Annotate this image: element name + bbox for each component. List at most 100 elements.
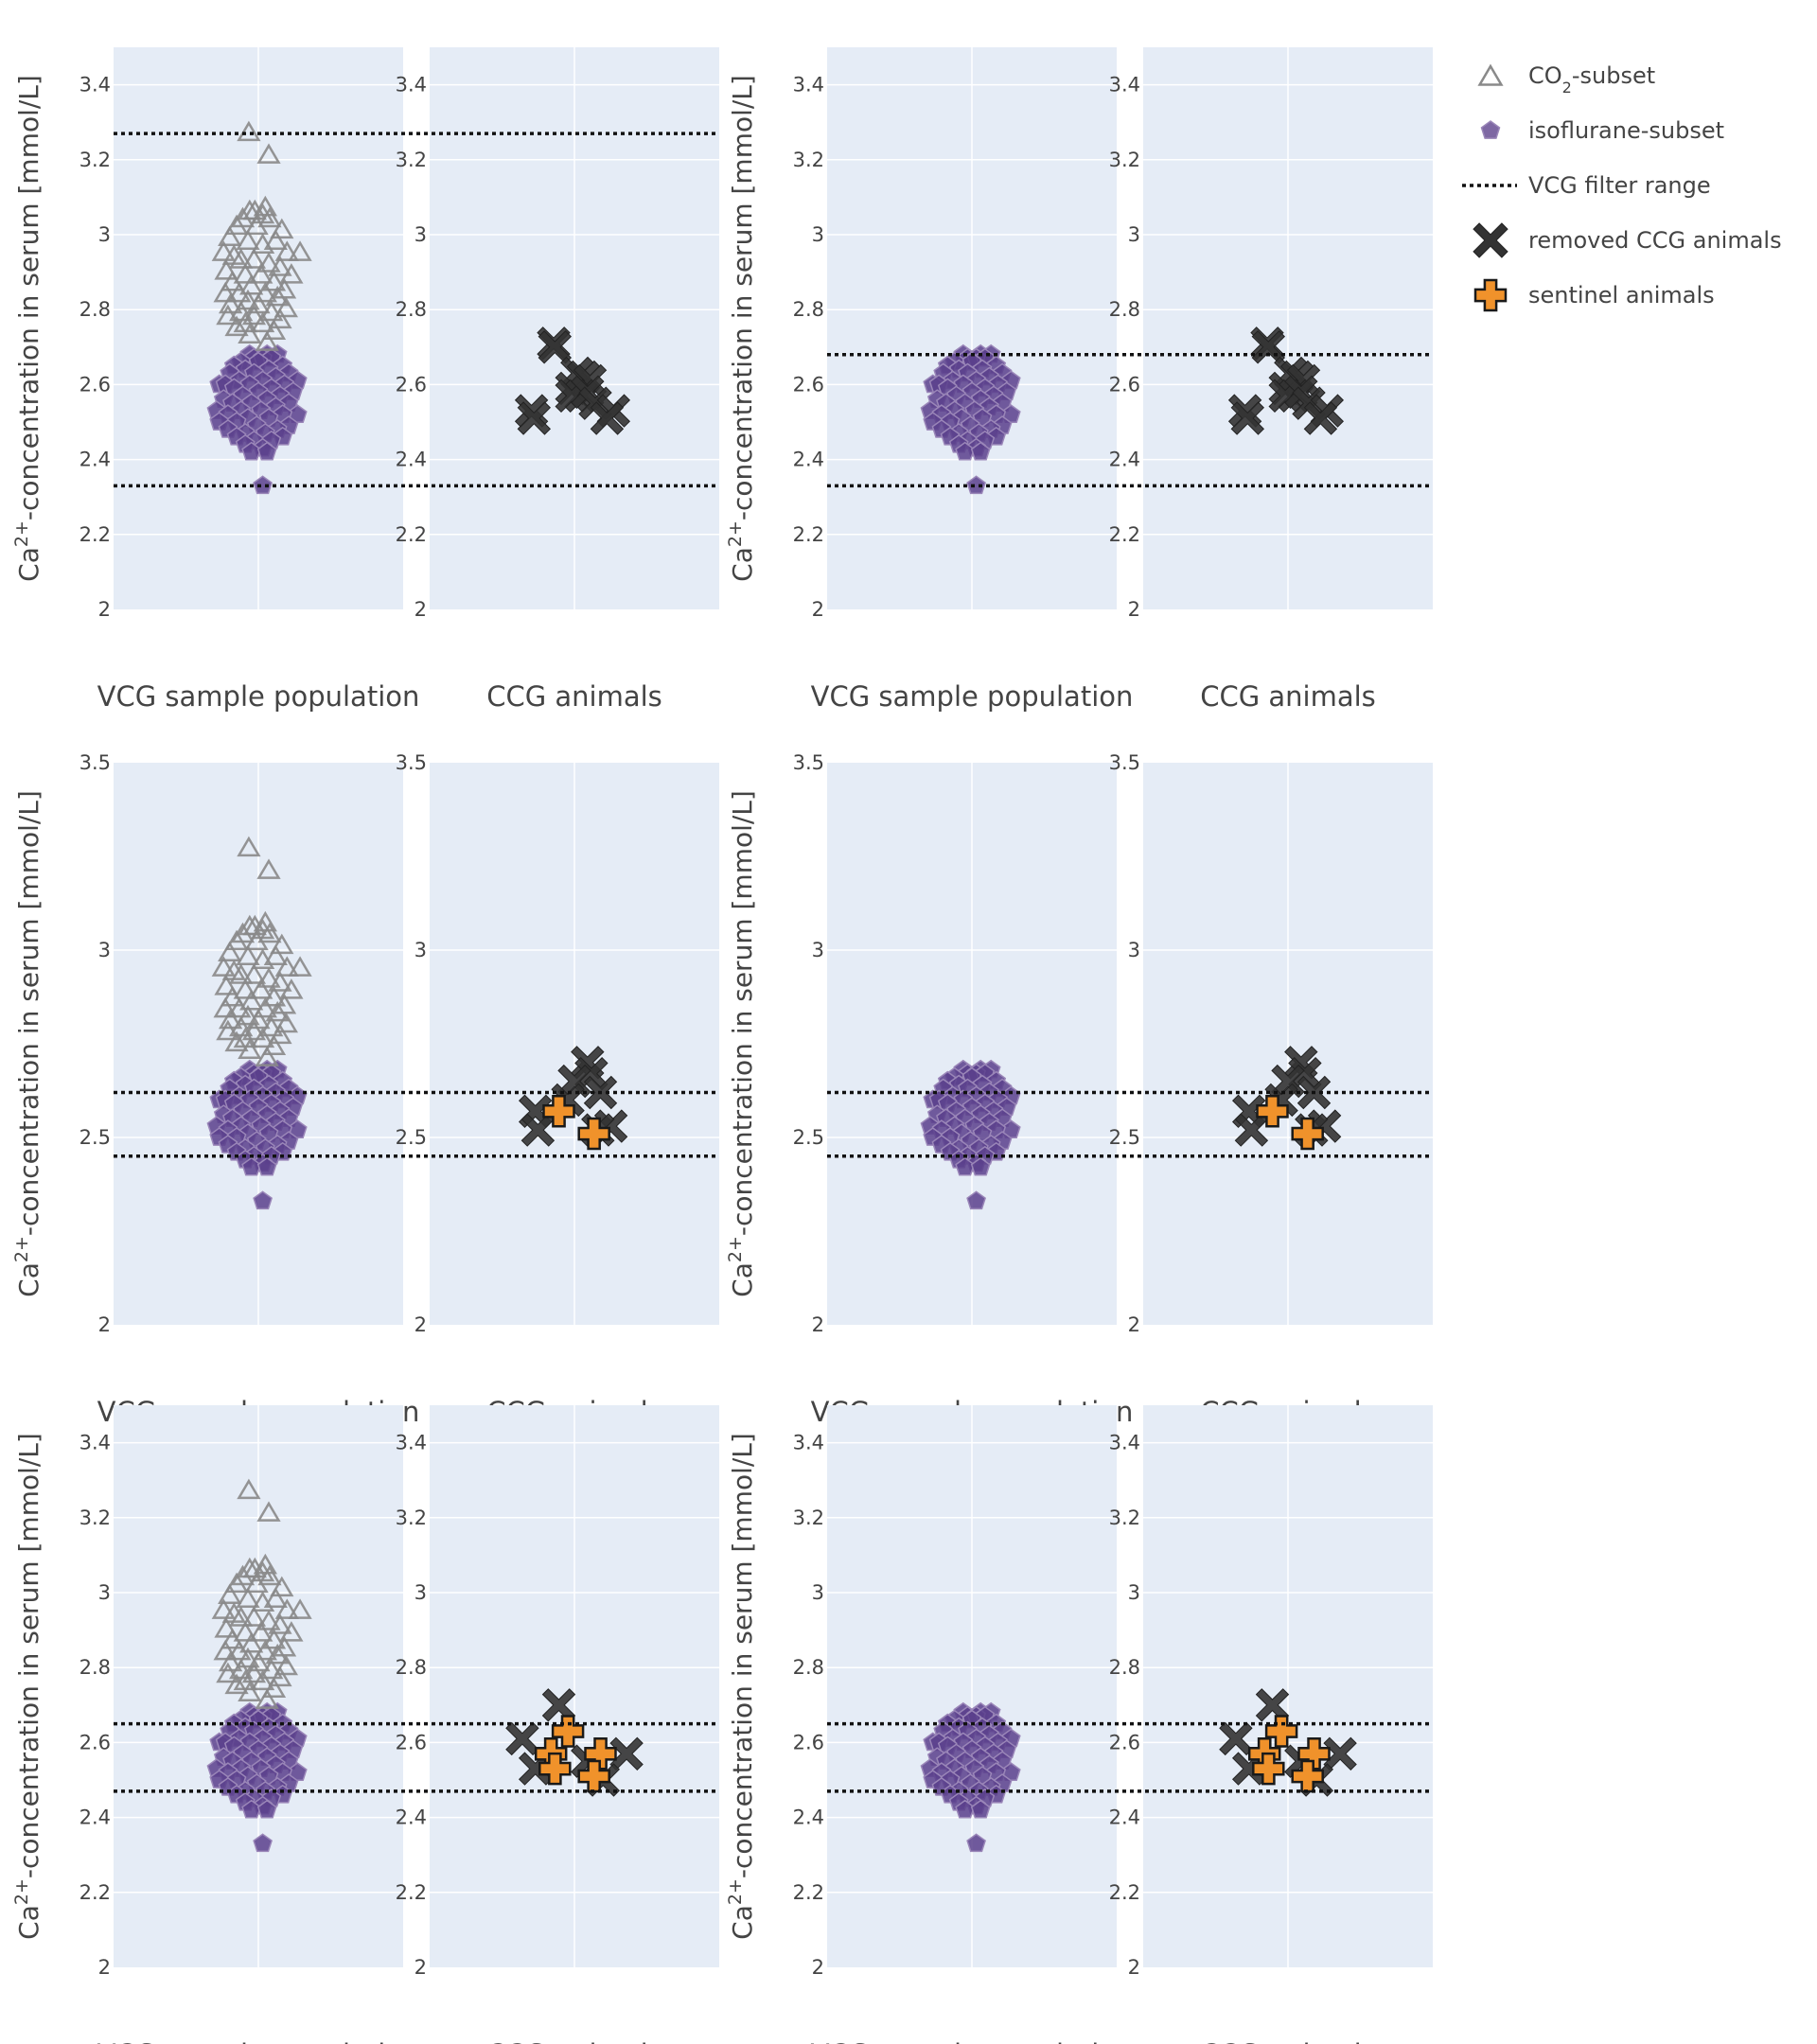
- co2-point: [227, 281, 252, 303]
- co2-point: [268, 1023, 292, 1045]
- y-tick-label: 2: [98, 1956, 111, 1979]
- co2-point: [237, 1478, 261, 1500]
- co2-point: [259, 1015, 284, 1037]
- isoflurane-point: [256, 441, 277, 461]
- y-tick-label: 2: [812, 598, 824, 621]
- y-tick-label: 2.4: [79, 449, 111, 471]
- ccg-subplot: 2 2.2 2.4 2.6 2.8 3 3.2 3.4 CCG animals: [1109, 47, 1433, 713]
- x-category-label: CCG animals: [1200, 2038, 1376, 2044]
- isoflurane-point: [970, 441, 991, 461]
- co2-point: [238, 1038, 262, 1059]
- y-tick-label: 3.4: [793, 74, 824, 97]
- co2-point: [272, 1635, 297, 1657]
- isoflurane-point: [253, 475, 273, 495]
- isoflurane-point: [966, 475, 986, 495]
- co2-point: [250, 233, 275, 254]
- y-tick-label: 3: [1128, 223, 1140, 246]
- y-tick-label: 2.6: [396, 373, 427, 396]
- y-tick-label: 3.2: [396, 149, 427, 171]
- sentinel-point: [1297, 1737, 1331, 1771]
- co2-point: [263, 944, 288, 965]
- co2-point: [265, 285, 290, 307]
- isoflurane-point: [966, 1190, 986, 1210]
- co2-point: [244, 929, 269, 951]
- legend-item-range: VCG filter range: [1462, 172, 1711, 199]
- y-tick-label: 2.6: [793, 373, 824, 396]
- legend-item-sentinel: sentinel animals: [1473, 278, 1715, 312]
- vcg-subplot: 22.533.5VCG sample population: [79, 751, 420, 1428]
- y-tick-label: 3: [812, 223, 824, 246]
- co2-point: [259, 300, 284, 322]
- triangle-icon: [1477, 63, 1504, 86]
- removed-ccg-point: [520, 1113, 556, 1147]
- y-axis-title: Ca2+-concentration in serum [mmol/L]: [11, 790, 44, 1297]
- y-tick-label: 2: [812, 1313, 824, 1336]
- y-tick-label: 3.2: [1109, 1507, 1140, 1529]
- co2-point: [257, 206, 282, 228]
- co2-point: [241, 248, 267, 269]
- sentinel-point: [538, 1752, 572, 1786]
- removed-ccg-point: [1303, 401, 1338, 435]
- subplot-grid: 2 2.2 2.4 2.6 2.8 3 3.2 3.4 VCG sample populatio…: [11, 47, 1433, 2044]
- y-tick-label: 2.4: [793, 1806, 824, 1829]
- cross-icon: [1473, 278, 1508, 312]
- co2-point: [229, 963, 254, 984]
- co2-point: [273, 1654, 299, 1676]
- removed-ccg-point: [541, 1688, 576, 1722]
- y-axis-title: Ca2+-concentration in serum [mmol/L]: [725, 1433, 758, 1940]
- y-tick-label: 2.4: [396, 449, 427, 471]
- co2-point: [233, 978, 257, 999]
- co2-point: [216, 1662, 240, 1683]
- legend-label: CO2-subset: [1528, 62, 1655, 97]
- y-tick-label: 3.2: [793, 149, 824, 171]
- y-tick-label: 3.4: [79, 1432, 111, 1454]
- legend-label: VCG filter range: [1528, 172, 1711, 199]
- co2-point: [224, 214, 249, 236]
- y-tick-label: 2.4: [396, 1806, 427, 1829]
- co2-point: [214, 259, 238, 280]
- y-tick-label: 2: [1128, 598, 1140, 621]
- co2-point: [263, 229, 288, 250]
- legend-item-co2: CO2-subset: [1477, 62, 1655, 97]
- removed-ccg-point: [1230, 401, 1265, 435]
- co2-point: [257, 1564, 282, 1586]
- isoflurane-point: [970, 1156, 991, 1176]
- co2-point: [214, 1617, 238, 1638]
- y-tick-label: 2.2: [396, 1881, 427, 1904]
- y-tick-label: 3: [1128, 939, 1140, 961]
- y-axis-title: Ca2+-concentration in serum [mmol/L]: [725, 790, 758, 1297]
- co2-point: [227, 996, 252, 1018]
- sentinel-point: [551, 1715, 585, 1748]
- y-tick-label: 2.6: [79, 1731, 111, 1753]
- co2-point: [224, 315, 249, 337]
- co2-point: [279, 978, 304, 999]
- co2-point: [265, 1643, 290, 1665]
- panel-0-0: 2 2.2 2.4 2.6 2.8 3 3.2 3.4 VCG sample populatio…: [11, 47, 719, 713]
- co2-point: [213, 281, 238, 303]
- y-tick-label: 2.2: [1109, 1881, 1140, 1904]
- sentinel-point: [584, 1737, 617, 1771]
- y-tick-label: 2.5: [793, 1126, 824, 1149]
- co2-point: [256, 1610, 281, 1630]
- co2-point: [216, 304, 240, 326]
- y-tick-label: 3.2: [79, 149, 111, 171]
- co2-point: [216, 1019, 240, 1041]
- sentinel-point: [1256, 1095, 1289, 1128]
- y-tick-label: 3: [415, 1581, 427, 1604]
- y-tick-label: 3: [98, 939, 111, 961]
- co2-point: [250, 1027, 275, 1048]
- y-tick-label: 3: [98, 1581, 111, 1604]
- y-tick-label: 2.6: [1109, 1731, 1140, 1753]
- co2-point: [224, 1572, 249, 1594]
- y-tick-label: 3.5: [1109, 751, 1140, 774]
- co2-point: [261, 1034, 287, 1056]
- y-tick-label: 2.8: [79, 298, 111, 321]
- sentinel-point: [577, 1117, 610, 1151]
- removed-ccg-point: [609, 1736, 644, 1771]
- co2-point: [272, 277, 297, 299]
- co2-point: [273, 1012, 299, 1033]
- y-axis-title: Ca2+-concentration in serum [mmol/L]: [725, 75, 758, 582]
- co2-point: [237, 120, 261, 142]
- sentinel-point: [1291, 1117, 1324, 1151]
- y-tick-label: 3.4: [396, 74, 427, 97]
